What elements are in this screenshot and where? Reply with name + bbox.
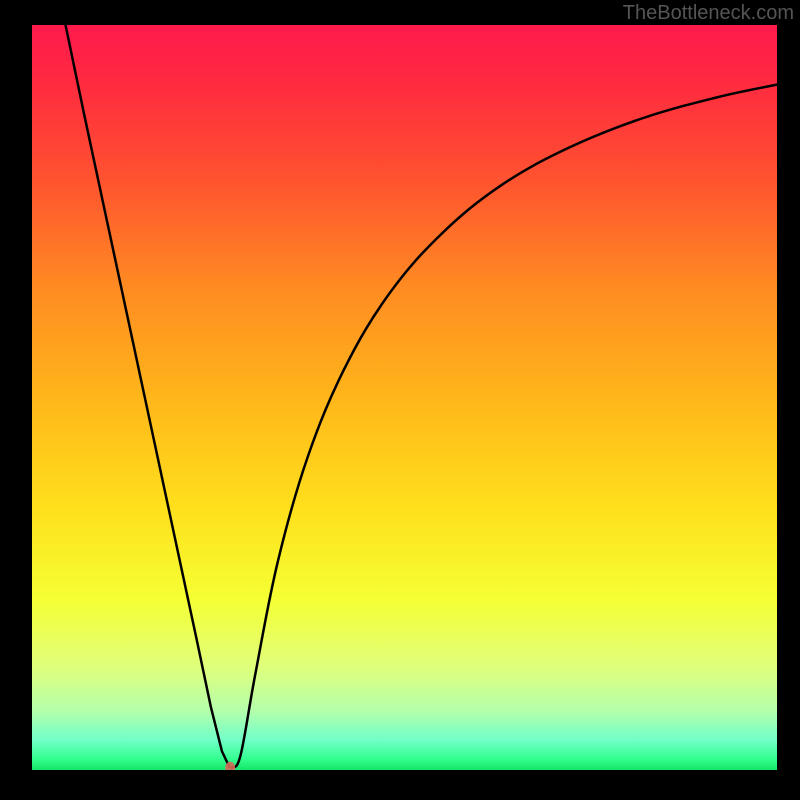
- chart-plot-area: [32, 25, 777, 770]
- chart-curve-segment: [232, 85, 777, 768]
- watermark-text: TheBottleneck.com: [623, 2, 794, 25]
- chart-outer-frame: TheBottleneck.com: [0, 0, 800, 800]
- chart-svg-layer: [32, 25, 777, 770]
- chart-curve-segment: [66, 25, 230, 767]
